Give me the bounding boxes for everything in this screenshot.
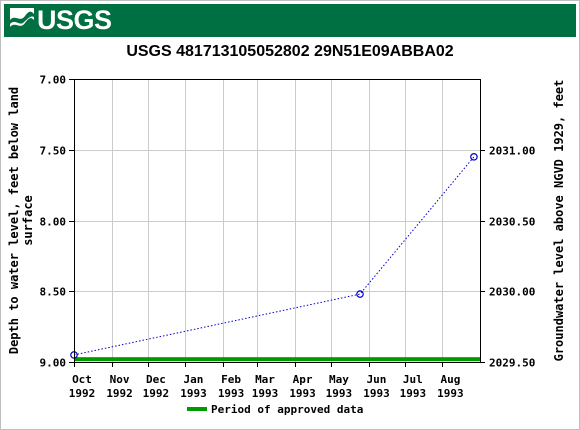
approved-period-bar	[74, 357, 480, 362]
left-tick-label: 8.00	[40, 216, 67, 229]
left-tick-label: 9.00	[40, 357, 67, 370]
x-tick-label-month: Dec	[146, 373, 166, 386]
left-tick-label: 8.50	[40, 286, 67, 299]
x-tick-label-year: 1993	[437, 387, 464, 400]
usgs-banner: USGS	[4, 4, 576, 37]
usgs-wave-icon	[10, 7, 34, 34]
x-tick-label-month: May	[329, 373, 349, 386]
right-axis-title: Groundwater level above NGVD 1929, feet	[552, 80, 566, 362]
x-axis: Oct1992Nov1992Dec1992Jan1993Feb1993Mar19…	[69, 362, 464, 400]
right-tick-label: 2029.50	[489, 357, 535, 370]
x-tick-label-year: 1992	[143, 387, 170, 400]
right-axis-title-text: Groundwater level above NGVD 1929, feet	[552, 80, 566, 362]
left-axis-title-line: Depth to water level, feet below land	[7, 87, 21, 354]
x-tick-label-year: 1993	[363, 387, 390, 400]
chart-title: USGS 481713105052802 29N51E09ABBA02	[126, 43, 454, 60]
left-tick-label: 7.50	[40, 145, 67, 158]
x-tick-label-year: 1993	[326, 387, 353, 400]
x-tick-label-year: 1993	[180, 387, 207, 400]
x-tick-label-year: 1993	[400, 387, 427, 400]
x-tick-label-month: Jul	[403, 373, 423, 386]
right-tick-label: 2031.00	[489, 145, 535, 158]
right-tick-label: 2030.50	[489, 216, 535, 229]
legend: Period of approved data	[187, 403, 363, 416]
x-tick-label-year: 1993	[218, 387, 245, 400]
x-tick-label-year: 1992	[69, 387, 96, 400]
x-tick-label-month: Mar	[255, 373, 275, 386]
data-point	[356, 290, 364, 298]
right-axis: 2031.00 2030.50 2030.00 2029.50	[480, 145, 535, 370]
usgs-logo[interactable]: USGS	[10, 5, 112, 35]
x-tick-label-month: Aug	[440, 373, 460, 386]
x-tick-label-year: 1993	[289, 387, 316, 400]
x-tick-label-month: Apr	[293, 373, 313, 386]
x-tick-label-month: Jun	[367, 373, 387, 386]
x-tick-label-month: Nov	[110, 373, 130, 386]
legend-label: Period of approved data	[211, 403, 363, 416]
x-tick-label-month: Jan	[184, 373, 204, 386]
left-axis-title-line: surface	[21, 195, 35, 246]
x-tick-label-year: 1992	[106, 387, 133, 400]
approved-period-segment	[74, 357, 480, 362]
right-tick-label: 2030.00	[489, 286, 535, 299]
left-axis-title: Depth to water level, feet below land sur…	[7, 87, 35, 354]
x-tick-label-year: 1993	[252, 387, 279, 400]
legend-swatch	[187, 407, 207, 411]
data-point	[470, 153, 478, 161]
usgs-logo-text: USGS	[37, 5, 112, 35]
x-tick-label-month: Feb	[221, 373, 241, 386]
left-tick-label: 7.00	[40, 74, 67, 87]
plot-area	[74, 79, 480, 362]
x-tick-label-month: Oct	[72, 373, 92, 386]
left-axis: 7.00 7.50 8.00 8.50 9.00	[40, 74, 74, 370]
